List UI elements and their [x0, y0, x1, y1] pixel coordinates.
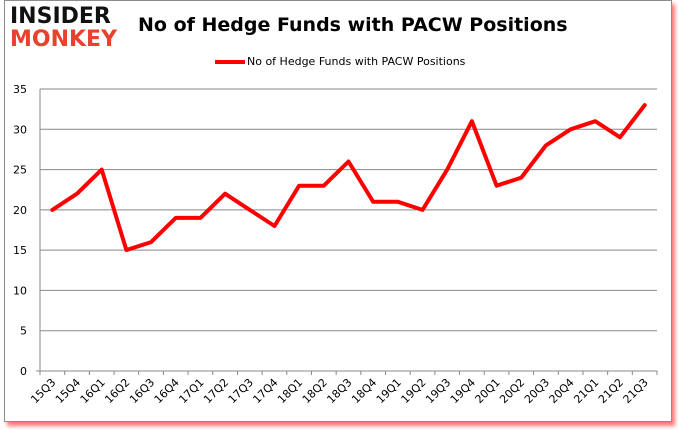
series-line	[50, 103, 647, 253]
y-tick-label: 35	[13, 83, 27, 96]
x-tick-label: 16Q4	[152, 376, 182, 406]
x-tick-label: 19Q2	[398, 376, 428, 406]
x-tick-label: 21Q1	[571, 376, 601, 406]
x-tick-label: 18Q4	[349, 376, 379, 406]
x-tick-label: 17Q4	[250, 376, 280, 406]
x-tick-label: 16Q1	[78, 376, 108, 406]
gridlines	[40, 88, 657, 332]
insider-monkey-logo: INSIDER MONKEY	[10, 6, 117, 51]
y-tick-label: 20	[13, 204, 27, 217]
legend-line-swatch	[215, 59, 245, 64]
x-tick-label: 20Q4	[547, 376, 577, 406]
x-tick-label: 16Q2	[102, 376, 132, 406]
y-tick-label: 15	[13, 244, 27, 257]
logo-line1: INSIDER	[10, 4, 111, 29]
legend-label: No of Hedge Funds with PACW Positions	[247, 55, 466, 68]
x-tick-label: 17Q3	[226, 376, 256, 406]
x-tick-label: 20Q1	[473, 376, 503, 406]
chart-title: No of Hedge Funds with PACW Positions	[138, 14, 568, 36]
x-tick-label: 19Q4	[448, 376, 478, 406]
x-tick-label: 21Q3	[621, 376, 651, 406]
x-tick-label: 21Q2	[596, 376, 626, 406]
x-tick-label: 20Q3	[522, 376, 552, 406]
x-tick-label: 19Q3	[423, 376, 453, 406]
y-tick-label: 0	[20, 365, 27, 378]
x-tick-label: 16Q3	[127, 376, 157, 406]
chart-legend: No of Hedge Funds with PACW Positions	[215, 55, 465, 68]
x-tick-label: 18Q1	[275, 376, 305, 406]
x-tick-label: 15Q3	[28, 376, 58, 406]
y-tick-label: 5	[20, 325, 27, 338]
x-axis: 15Q315Q416Q116Q216Q316Q417Q117Q217Q317Q4…	[28, 370, 658, 406]
x-tick-label: 17Q2	[201, 376, 231, 406]
x-tick-label: 18Q3	[324, 376, 354, 406]
y-tick-label: 25	[13, 164, 27, 177]
x-tick-label: 18Q2	[300, 376, 330, 406]
x-tick-label: 17Q1	[176, 376, 206, 406]
x-tick-label: 20Q2	[497, 376, 527, 406]
x-tick-label: 19Q1	[374, 376, 404, 406]
logo-line2: MONKEY	[10, 27, 118, 52]
y-axis: 0 5 10 15 20 25 30 35	[13, 83, 41, 378]
y-tick-label: 10	[13, 284, 27, 297]
y-tick-label: 30	[13, 123, 27, 136]
x-tick-label: 15Q4	[53, 376, 83, 406]
